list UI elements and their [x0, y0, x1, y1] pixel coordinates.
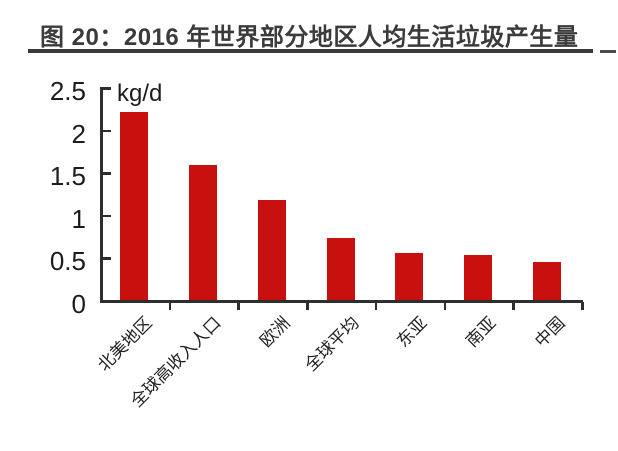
y-tick-label: 0.5: [49, 246, 86, 277]
y-tick-mark: [102, 87, 111, 90]
y-tick-mark: [102, 129, 111, 133]
y-tick-label: 1: [71, 203, 86, 234]
x-category-label: 欧洲: [256, 313, 294, 351]
y-tick-mark: [102, 214, 111, 218]
x-category-label: 北美地区: [94, 313, 157, 375]
x-category-label: 东亚: [393, 313, 431, 351]
x-tick-mark: [512, 302, 515, 310]
y-axis-unit-label: kg/d: [117, 80, 163, 107]
x-category-label: 全球平均: [300, 313, 363, 375]
bar-南亚: [463, 254, 492, 300]
bar-欧洲: [257, 200, 286, 300]
x-tick-mark: [168, 302, 172, 310]
title-underline-dash: [600, 50, 616, 53]
bar-中国: [532, 261, 561, 300]
y-tick-label: 2.5: [49, 76, 86, 106]
x-category-label: 南亚: [462, 313, 500, 351]
x-category-label: 中国: [530, 313, 569, 351]
y-axis-line: [100, 87, 103, 303]
y-tick-label: 2: [71, 118, 86, 149]
title-underline: [28, 49, 593, 53]
y-tick-mark: [102, 257, 111, 260]
bar-东亚: [395, 253, 424, 300]
y-tick-label: 1.5: [49, 161, 86, 192]
x-tick-mark: [374, 302, 378, 310]
y-tick-label: 0: [71, 289, 86, 319]
x-tick-mark: [581, 302, 584, 310]
x-axis-line: [100, 300, 583, 303]
x-tick-mark: [443, 302, 447, 310]
bar-北美地区: [120, 111, 149, 300]
bar-全球平均: [326, 237, 355, 300]
x-tick-mark: [237, 302, 240, 310]
bar-全球高收入人口: [189, 165, 218, 300]
x-tick-mark: [306, 302, 309, 310]
figure-title: 图 20：2016 年世界部分地区人均生活垃圾产生量: [40, 24, 579, 51]
y-tick-mark: [102, 172, 111, 175]
